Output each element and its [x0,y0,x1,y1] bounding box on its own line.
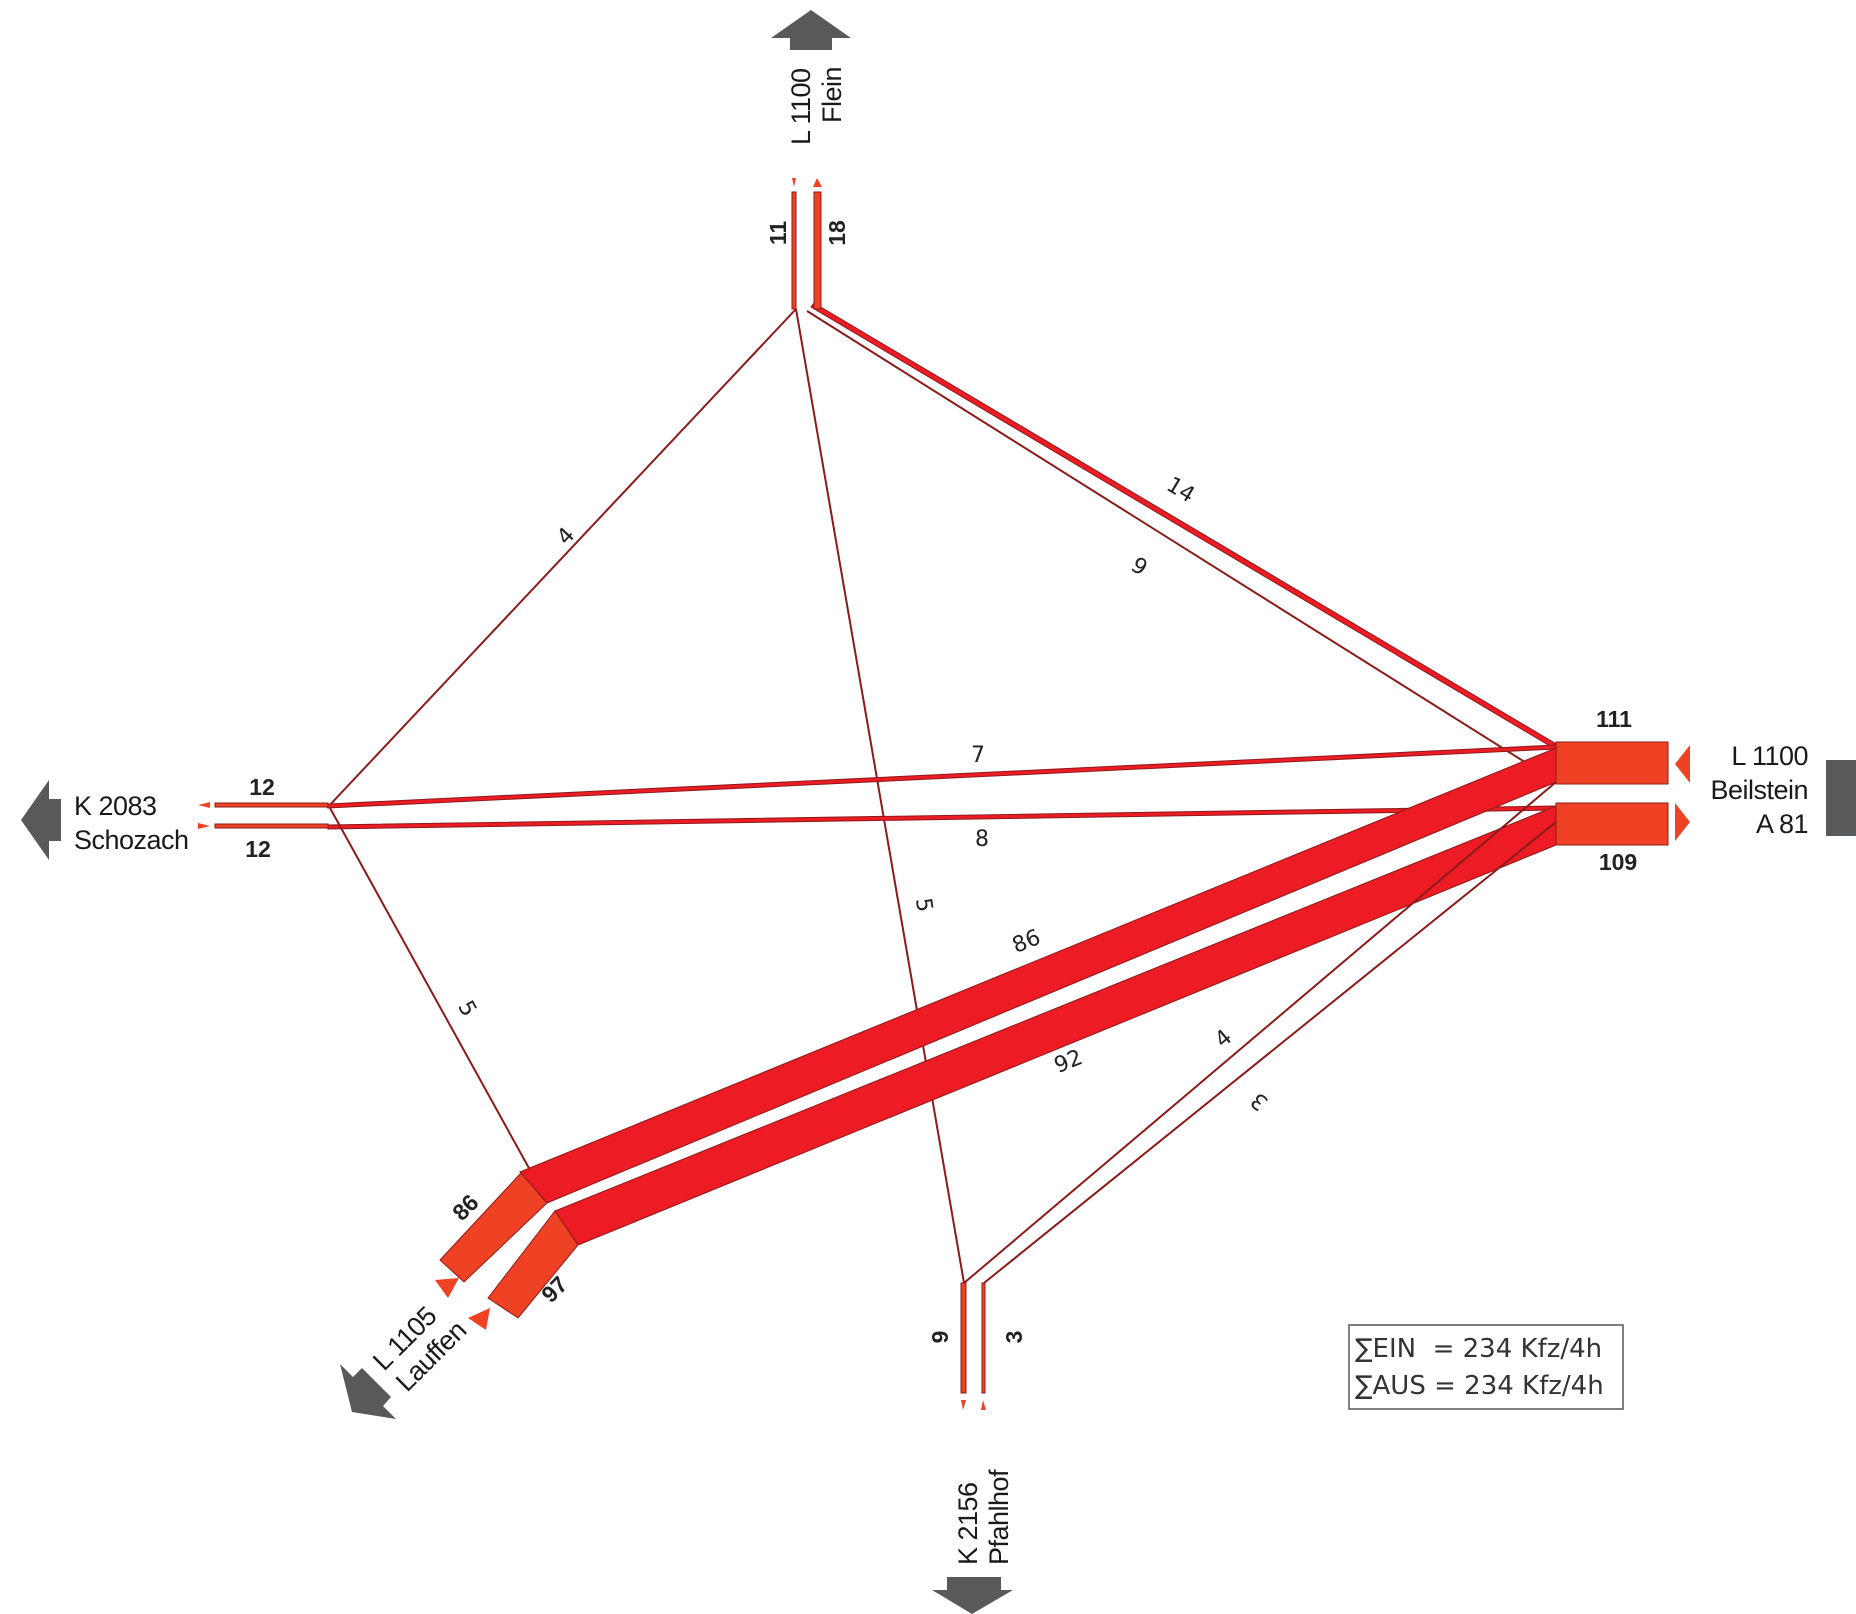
arm-tip-southwest-in [435,1278,459,1298]
road-name-north: L 1100 [786,68,816,145]
arm-tip-southwest-out [468,1308,490,1330]
arm-count-west-out: 12 [249,774,275,800]
arm-tip-west-out [198,802,210,808]
flow-label-north-to-west: 4 [552,523,580,550]
direction-arrow-north-icon [771,10,851,50]
arm-bar-west-in [214,823,329,829]
flow-label-east-to-north: 6 [1128,550,1153,579]
arm-tip-east-in [1675,745,1690,783]
arm-count-north-out: 18 [824,220,850,246]
flow-label-west-to-southwest: 5 [452,997,481,1021]
summary-frame [1348,1324,1624,1410]
arm-bar-west-out [214,802,329,808]
direction-arrow-southwest-icon [340,1364,396,1419]
flow-band-north-to-west [326,308,797,809]
flow-band-south-to-east [963,781,1557,1284]
arm-bar-north-out [813,191,822,310]
place-name-north: Flein [817,67,847,123]
arm-bar-southwest-in [439,1172,548,1283]
approach-east: 111 109 L 1100 Beilstein A 81 [1555,706,1856,875]
approach-north: L 1100 Flein 11 18 [765,10,851,310]
place-name-west: Schozach [74,825,189,855]
flow-label-southwest-to-east: 86 [1009,925,1044,959]
flow-bands [326,302,1559,1284]
arm-count-east-out: 109 [1599,849,1637,875]
place-name-south: Pfahlhof [984,1469,1014,1565]
arm-bar-east-in [1555,741,1669,785]
approach-south: 9 3 K 2156 Pfahlhof [927,1282,1027,1614]
arm-bar-east-out [1555,802,1669,846]
flow-label-east-to-southwest: 92 [1051,1045,1086,1079]
place-name-east: Beilstein [1710,775,1808,805]
arm-tip-east-out [1675,803,1690,841]
arm-count-north-in: 11 [765,221,791,246]
flow-band-west-to-southwest [329,807,531,1171]
approach-southwest: 86 97 L 1105 Lauffen [340,1172,579,1419]
flow-label-west-to-east: 7 [971,743,985,768]
arm-tip-north-out [813,178,822,187]
arm-tip-south-out [981,1400,986,1410]
summary-in: ∑EIN = 234 Kfz/4h [1355,1334,1602,1364]
direction-arrow-west-icon [21,780,61,860]
direction-arrow-east-icon [1826,760,1856,836]
arm-tip-south-in [961,1400,966,1410]
flow-band-east-to-south [983,821,1557,1284]
approach-west: K 2083 Schozach 12 12 [21,774,329,862]
flow-label-north-to-south: 5 [910,896,937,914]
flow-band-west-to-east [327,744,1557,809]
arm-count-west-in: 12 [245,836,271,862]
direction-arrow-south-icon [932,1577,1013,1614]
flow-label-east-to-south: 3 [1246,1087,1273,1115]
flow-band-east-to-north [806,310,1556,782]
flow-band-north-to-east [810,302,1559,750]
flow-label-east-to-west: 8 [975,827,989,852]
arm-tip-west-in [198,823,210,829]
flow-label-north-to-east: 14 [1162,473,1199,509]
arm-bar-south-in [960,1282,967,1394]
summary-out: ∑AUS = 234 Kfz/4h [1355,1371,1604,1401]
summary-box: ∑EIN = 234 Kfz/4h ∑AUS = 234 Kfz/4h [1348,1324,1624,1410]
flow-band-north-to-south [795,308,965,1284]
motorway-name-east: A 81 [1756,809,1808,839]
road-name-east: L 1100 [1731,741,1808,771]
arm-count-south-in: 9 [927,1331,953,1344]
arm-bar-south-out [981,1282,986,1394]
arm-count-south-out: 3 [1001,1331,1027,1344]
flow-label-south-to-east: 4 [1210,1025,1237,1053]
flow-band-east-to-southwest [554,805,1557,1246]
arm-tip-north-in [792,178,796,187]
arm-bar-north-in [791,191,797,310]
arm-count-east-in: 111 [1596,706,1632,732]
road-name-west: K 2083 [74,791,157,821]
arm-bar-southwest-out [487,1210,579,1319]
road-name-south: K 2156 [953,1482,983,1565]
